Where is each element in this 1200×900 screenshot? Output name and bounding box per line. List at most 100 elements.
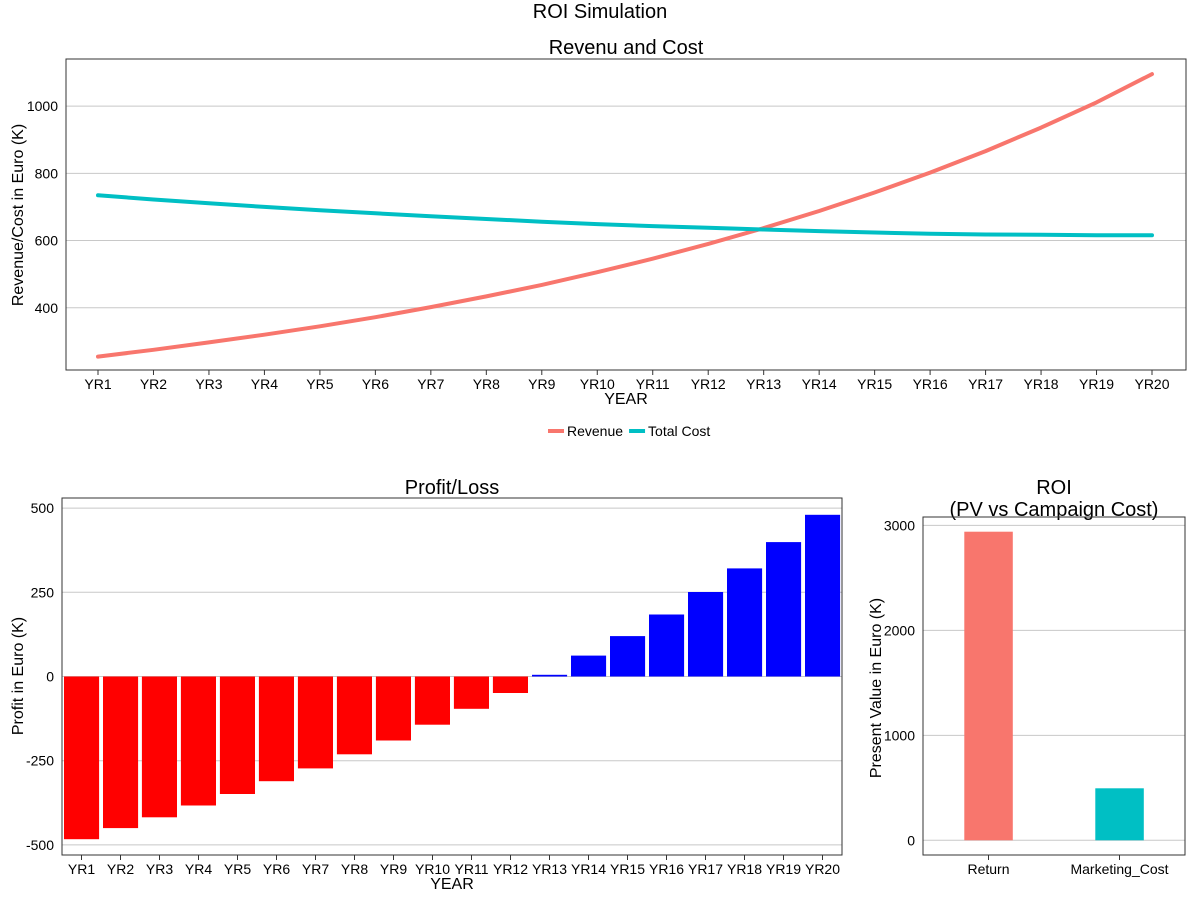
profit-x-tick-label: YR11 [455,861,489,877]
profit-y-tick-label: 0 [46,669,54,685]
profit-bar-yr3 [141,676,177,818]
profit-y-tick-label: -500 [26,837,54,853]
line-chart-series [96,72,1154,359]
profit-bar-yr1 [64,676,100,840]
profit-x-tick-label: YR20 [805,861,840,877]
line-x-tick-label: YR5 [306,376,333,392]
roi-y-tick-label: 2000 [884,622,915,638]
profit-x-tick-label: YR6 [263,861,290,877]
roi-x-tick-label: Marketing_Cost [1070,861,1168,877]
profit-bar-yr19 [766,542,802,677]
line-x-tick-label: YR14 [802,376,837,392]
line-x-tick-label: YR10 [580,376,615,392]
line-x-tick-label: YR3 [195,376,222,392]
line-chart-x-ticks: YR1 YR2 YR3 YR4 YR5 YR6 YR7 YR8 YR9 YR10 YR11 YR12 Y… [84,370,1170,392]
roi-bar-marketing-cost [1095,788,1144,841]
profit-y-tick-label: 500 [31,500,55,516]
profit-chart-frame [61,497,843,856]
profit-loss-bar-chart: Profit/Loss -500 -250 0 250 500 YR1 YR2 YR3 YR4… [10,477,843,893]
roi-bar-return [964,531,1013,841]
profit-x-tick-label: YR5 [224,861,251,877]
profit-chart-y-axis-title: Profit in Euro (K) [10,617,27,735]
profit-x-tick-label: YR3 [146,861,173,877]
roi-y-tick-label: 3000 [884,517,915,533]
profit-x-tick-label: YR2 [107,861,134,877]
line-chart-x-axis-title: YEAR [604,391,648,408]
profit-x-tick-label: YR17 [688,861,723,877]
line-x-tick-label: YR16 [913,376,948,392]
profit-x-tick-label: YR14 [571,861,606,877]
roi-chart-y-axis-title: Present Value in Euro (K) [868,598,885,778]
profit-x-tick-label: YR16 [649,861,684,877]
profit-chart-title: Profit/Loss [405,477,499,499]
roi-y-tick-label: 0 [907,832,915,848]
line-y-tick-label: 1000 [27,98,58,114]
profit-bar-yr9 [375,676,411,741]
roi-chart-subtitle: (PV vs Campaign Cost) [950,499,1159,521]
profit-bar-yr11 [453,676,489,709]
legend-label: Revenue [567,423,623,439]
line-x-tick-label: YR11 [636,376,670,392]
line-x-tick-label: YR20 [1134,376,1169,392]
profit-bar-yr7 [297,676,333,769]
series-line-revenue [96,72,1154,359]
line-chart-legend: Revenue Total Cost [548,423,710,439]
profit-bar-yr5 [219,676,255,794]
profit-bar-yr13 [532,674,568,677]
line-x-tick-label: YR17 [968,376,1003,392]
line-chart-title: Revenu and Cost [549,37,704,59]
line-x-tick-label: YR12 [691,376,726,392]
profit-y-tick-label: -250 [26,753,54,769]
profit-bar-yr18 [727,568,763,677]
profit-x-tick-label: YR4 [185,861,212,877]
profit-x-tick-label: YR15 [610,861,645,877]
profit-chart-x-ticks: YR1 YR2 YR3 YR4 YR5 YR6 YR7 YR8 YR9 YR10 YR11 YR12 Y… [68,855,840,877]
profit-bar-yr4 [180,676,216,806]
roi-chart-frame [922,516,1186,856]
line-x-tick-label: YR7 [417,376,444,392]
profit-bar-yr8 [336,676,372,755]
line-x-tick-label: YR9 [528,376,555,392]
profit-bar-yr2 [103,676,139,829]
profit-x-tick-label: YR12 [493,861,528,877]
profit-x-tick-label: YR13 [532,861,567,877]
line-chart-gridlines [66,105,1186,309]
profit-chart-x-axis-title: YEAR [430,876,474,893]
roi-bar-chart: ROI (PV vs Campaign Cost) 0100020003000 … [868,477,1186,877]
line-x-tick-label: YR18 [1024,376,1059,392]
profit-bar-yr17 [688,592,724,677]
profit-bar-yr15 [610,636,646,677]
profit-x-tick-label: YR10 [415,861,450,877]
figure-title: ROI Simulation [533,1,668,23]
profit-x-tick-label: YR9 [380,861,407,877]
profit-x-tick-label: YR19 [766,861,801,877]
profit-bar-yr20 [805,514,841,677]
line-x-tick-label: YR1 [84,376,111,392]
profit-bar-yr16 [649,614,685,677]
profit-bar-yr10 [414,676,450,725]
line-x-tick-label: YR19 [1079,376,1114,392]
line-x-tick-label: YR15 [857,376,892,392]
profit-bar-yr14 [571,655,607,677]
line-x-tick-label: YR8 [473,376,500,392]
line-chart-y-axis-title: Revenue/Cost in Euro (K) [10,124,27,306]
roi-x-tick-label: Return [967,861,1009,877]
line-chart-y-ticks: 400 600 800 1000 [27,98,58,316]
line-x-tick-label: YR6 [362,376,389,392]
legend-label: Total Cost [648,423,710,439]
profit-chart-y-ticks: -500 -250 0 250 500 [26,500,54,853]
roi-y-tick-label: 1000 [884,727,915,743]
profit-x-tick-label: YR18 [727,861,762,877]
profit-chart-bars [64,514,841,840]
series-line-total-cost [96,193,1154,238]
profit-y-tick-label: 250 [31,584,55,600]
line-chart-frame [65,58,1187,371]
line-x-tick-label: YR13 [746,376,781,392]
roi-chart-x-ticks: Return Marketing_Cost [967,855,1169,877]
line-y-tick-label: 400 [35,300,59,316]
profit-bar-yr12 [492,676,528,693]
line-y-tick-label: 600 [35,233,59,249]
line-x-tick-label: YR4 [251,376,278,392]
